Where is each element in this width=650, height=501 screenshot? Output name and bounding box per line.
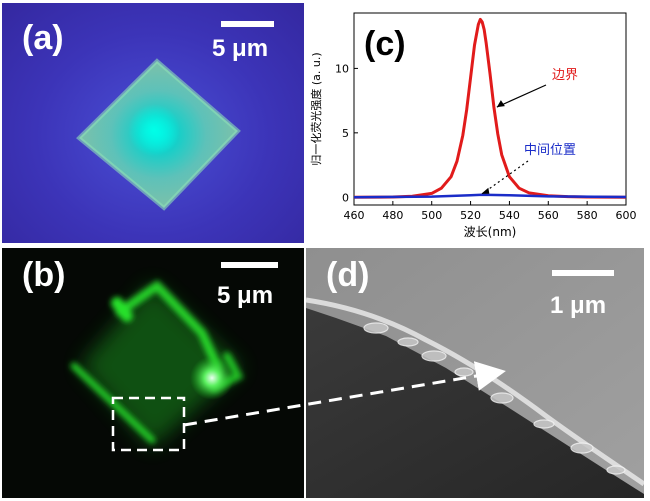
x-tick-label: 580 bbox=[577, 209, 598, 222]
connector-dashed-arrow bbox=[183, 361, 506, 427]
panel-d-image bbox=[306, 248, 644, 498]
x-tick-label: 480 bbox=[382, 209, 403, 222]
panel-a-scale-label: 5 μm bbox=[212, 35, 269, 62]
y-tick-label: 0 bbox=[342, 191, 349, 204]
center-arrow-head bbox=[481, 187, 490, 194]
panel-d-scale-label: 1 μm bbox=[550, 292, 607, 319]
bright-green-spot bbox=[190, 356, 234, 400]
panel-a-label: (a) bbox=[22, 19, 64, 57]
x-tick-label: 500 bbox=[421, 209, 442, 222]
y-tick-label: 5 bbox=[342, 127, 349, 140]
x-axis-label: 波长(nm) bbox=[464, 225, 517, 239]
y-axis-label: 归一化荧光强度 (a. u.) bbox=[309, 52, 323, 165]
panel-a-image bbox=[76, 58, 241, 211]
panel-b-scale-bar bbox=[221, 262, 278, 268]
sem-edge-bumps bbox=[363, 322, 626, 475]
series-center-line bbox=[353, 193, 627, 199]
x-axis-ticks: 460 480 500 520 540 560 580 600 bbox=[344, 201, 637, 222]
y-tick-label: 10 bbox=[335, 62, 349, 75]
panel-a-scale-bar bbox=[221, 21, 274, 27]
x-tick-label: 460 bbox=[344, 209, 365, 222]
sem-substrate bbox=[306, 308, 644, 498]
series-layer bbox=[353, 17, 627, 199]
x-tick-label: 600 bbox=[616, 209, 637, 222]
chart-plot-frame bbox=[353, 12, 627, 206]
edge-annotation-arrow bbox=[496, 84, 547, 108]
x-tick-label: 520 bbox=[460, 209, 481, 222]
panel-c-label: (c) bbox=[364, 25, 406, 63]
edge-arrow-head bbox=[496, 100, 505, 108]
crystal-center-spot bbox=[128, 104, 180, 156]
x-tick-label: 560 bbox=[538, 209, 559, 222]
panel-d-label: (d) bbox=[326, 256, 370, 294]
panel-b-scale-label: 5 μm bbox=[217, 282, 274, 309]
panel-d-sem-image: (d) 1 μm bbox=[306, 248, 644, 498]
panel-c-spectrum-chart: 460 480 500 520 540 560 580 600 0 5 10 边界中间位置 波长(… bbox=[306, 3, 646, 243]
panel-b-label: (b) bbox=[22, 256, 66, 294]
series-edge-line bbox=[353, 17, 627, 199]
panel-a-optical-micrograph: (a) 5 μm bbox=[2, 3, 304, 243]
panel-d-scale-bar bbox=[552, 270, 614, 276]
crystal-edge-glow bbox=[76, 58, 241, 211]
x-tick-label: 540 bbox=[499, 209, 520, 222]
center-series-label: 中间位置 bbox=[524, 143, 576, 158]
center-annotation-arrow bbox=[481, 160, 529, 195]
edge-series-label: 边界 bbox=[552, 68, 578, 83]
